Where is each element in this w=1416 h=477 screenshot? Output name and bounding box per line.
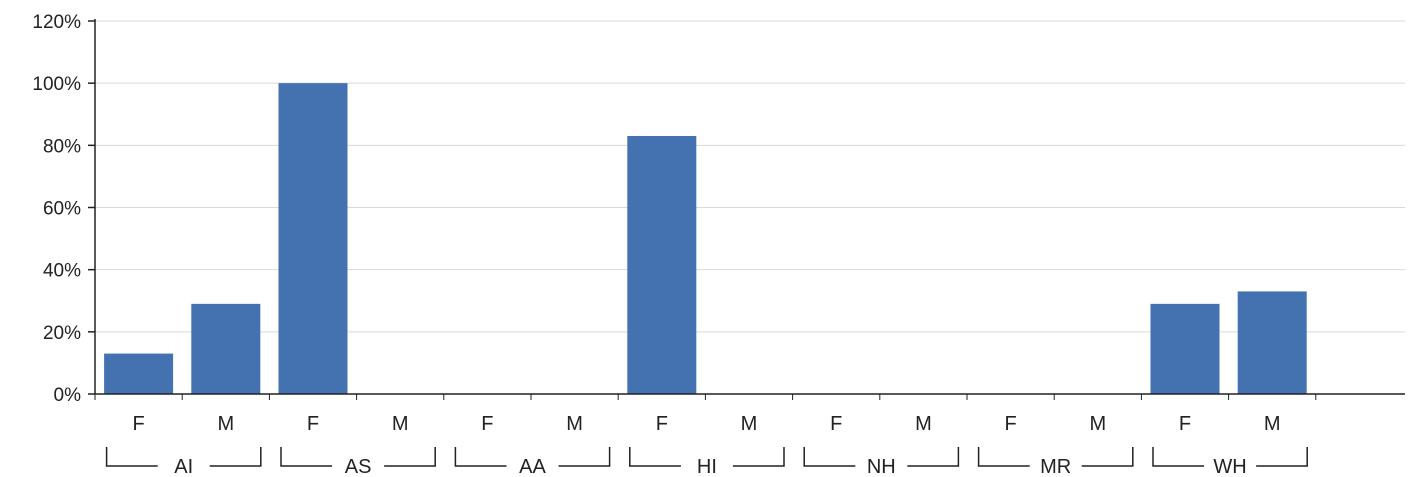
x-category-label: F [830,413,842,435]
x-category-label: M [741,413,758,435]
x-group-label: AS [345,456,372,477]
x-group-label: HI [697,456,717,477]
bar-as-f [278,83,348,395]
group-bracket [105,447,262,467]
x-group-label: AA [519,456,546,477]
y-tick-label: 100% [32,74,81,95]
bar-ai-m [191,303,261,394]
x-category-label: F [307,413,319,435]
y-tick-label: 40% [43,261,81,282]
x-category-label: M [392,413,409,435]
bar-hi-f [627,136,697,394]
bar-wh-m [1237,291,1307,394]
group-bracket [803,447,960,467]
x-category-label: M [915,413,932,435]
x-category-label: M [1089,413,1106,435]
bar-wh-f [1150,303,1220,394]
group-bracket [977,447,1134,467]
x-category-label: F [1004,413,1016,435]
group-bracket [454,447,611,467]
y-tick-label: 60% [43,199,81,220]
y-tick-label: 120% [32,12,81,33]
group-bracket [1152,447,1308,467]
bars [104,83,1307,395]
x-category-label: F [132,413,144,435]
y-tick-label: 20% [43,323,81,344]
axes [88,19,1405,467]
x-group-label: MR [1040,456,1071,477]
x-category-label: M [217,413,234,435]
x-category-label: M [1264,413,1281,435]
bar-ai-f [104,353,174,394]
axis-labels: 0% 20% 40% 60% 80% 100% 120% F M AI F M AS F M AA F M HI F M… [32,12,1280,477]
y-tick-label: 0% [54,385,82,406]
group-bracket [629,447,785,467]
group-bracket [280,447,436,467]
x-category-label: F [481,413,493,435]
x-group-label: NH [867,456,896,477]
x-group-label: WH [1213,456,1246,477]
x-group-label: AI [174,456,193,477]
y-tick-label: 80% [43,136,81,157]
x-category-label: F [656,413,668,435]
x-category-label: F [1179,413,1191,435]
x-category-label: M [566,413,583,435]
